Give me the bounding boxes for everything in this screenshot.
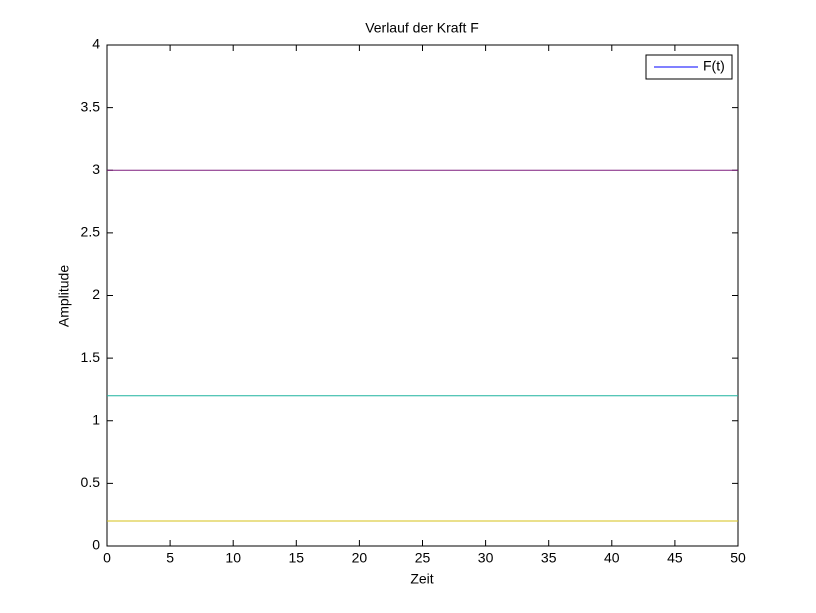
y-tick-label: 0.5 <box>81 474 101 490</box>
x-tick-label: 25 <box>415 550 431 566</box>
x-tick-label: 20 <box>352 550 368 566</box>
y-axis-label: Amplitude <box>56 265 72 327</box>
x-tick-label: 45 <box>667 550 683 566</box>
x-tick-label: 30 <box>478 550 494 566</box>
x-tick-label: 40 <box>604 550 620 566</box>
y-tick-label: 3.5 <box>81 98 101 114</box>
legend-label: F(t) <box>703 58 725 74</box>
x-tick-label: 5 <box>166 550 174 566</box>
x-axis-label: Zeit <box>410 571 433 587</box>
y-tick-label: 2.5 <box>81 224 101 240</box>
y-tick-label: 0 <box>92 537 100 553</box>
x-tick-label: 35 <box>541 550 557 566</box>
x-tick-label: 10 <box>225 550 241 566</box>
y-tick-label: 2 <box>92 286 100 302</box>
chart-title: Verlauf der Kraft F <box>365 20 479 36</box>
y-tick-label: 1.5 <box>81 349 101 365</box>
x-tick-label: 15 <box>289 550 305 566</box>
x-tick-label: 0 <box>103 550 111 566</box>
y-tick-label: 1 <box>92 411 100 427</box>
y-tick-label: 4 <box>92 36 100 52</box>
y-tick-label: 3 <box>92 161 100 177</box>
plot-area <box>106 44 739 547</box>
x-tick-label: 50 <box>730 550 746 566</box>
